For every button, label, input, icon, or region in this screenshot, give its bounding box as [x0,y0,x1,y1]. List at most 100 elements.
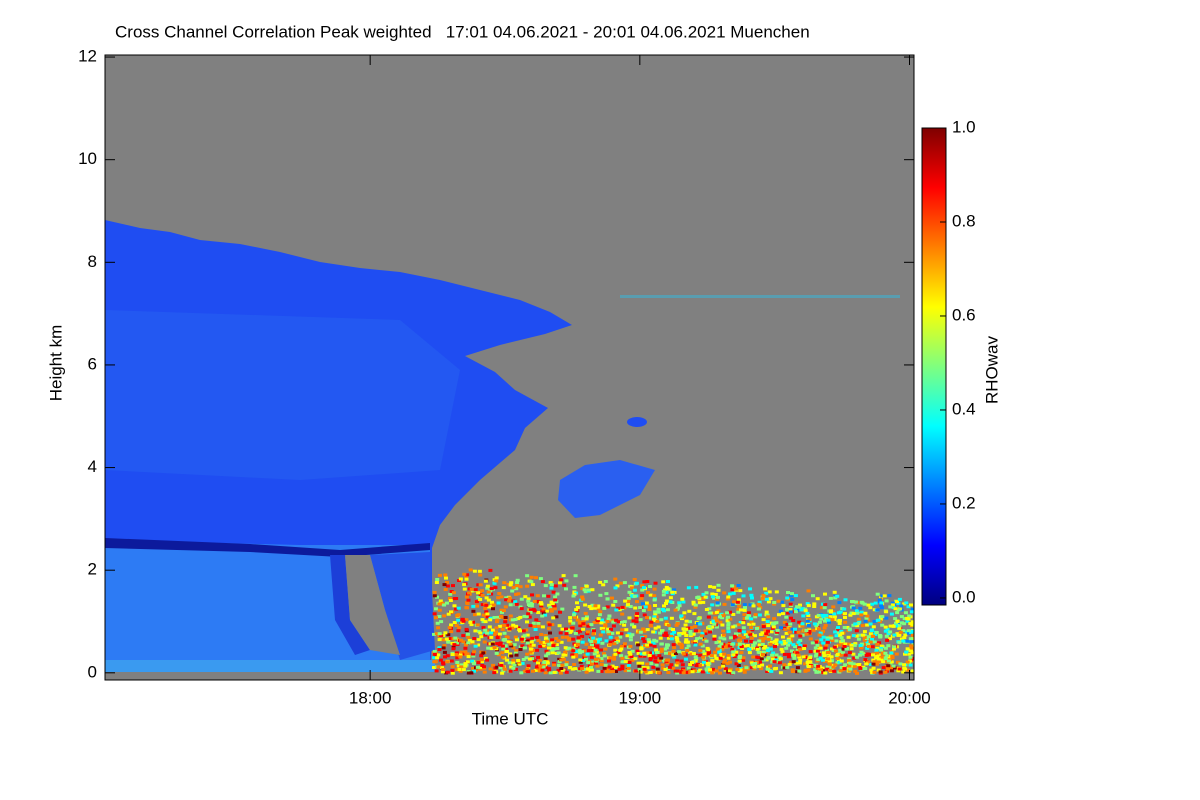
noise [485,631,490,635]
noise [838,634,843,638]
noise [660,663,665,667]
noise [681,652,686,656]
noise [534,635,539,639]
noise [851,606,856,610]
noise [871,662,876,666]
noise [628,635,633,639]
noise [514,592,519,596]
noise [478,665,483,669]
noise [639,652,644,656]
noise [511,646,516,650]
noise [895,660,900,664]
noise [467,638,472,642]
noise [856,617,861,621]
noise [600,618,604,622]
noise [875,592,880,596]
noise [909,649,914,652]
noise [771,651,776,655]
noise [495,618,500,622]
noise [780,650,785,654]
noise [891,664,896,668]
noise [681,669,686,673]
noise [476,583,481,587]
noise [741,658,746,662]
noise [434,581,439,584]
noise [562,583,567,587]
noise [704,591,709,595]
noise [558,631,563,635]
noise [696,622,700,626]
noise [641,609,646,612]
noise [630,633,635,637]
noise [432,590,437,594]
noise [751,655,756,659]
noise [675,638,680,642]
noise [806,623,811,627]
noise [584,584,589,588]
noise [723,658,728,662]
noise [540,609,545,613]
noise [488,618,493,622]
noise [793,645,798,648]
noise [611,670,615,673]
noise [472,662,476,665]
noise [623,669,628,673]
noise [775,630,780,634]
noise [669,616,674,620]
noise [819,638,824,642]
noise [561,574,566,578]
noise [435,595,439,599]
noise [610,664,615,668]
cloud-blob [627,417,647,427]
noise [454,624,459,627]
noise [731,671,736,675]
noise [806,662,811,666]
noise [589,655,594,659]
noise [553,584,558,588]
noise [551,590,556,594]
noise [602,654,607,658]
noise [652,644,657,648]
noise [570,626,575,630]
noise [700,621,705,625]
noise [551,616,556,620]
noise [883,657,888,660]
noise [538,577,543,581]
noise [892,645,897,649]
noise [756,602,761,606]
noise [525,620,529,624]
noise [607,632,611,636]
noise [661,666,666,670]
noise [642,629,647,633]
y-tick-label: 4 [88,457,97,476]
ground-layer [105,660,435,672]
noise [547,669,552,673]
noise [611,620,616,624]
noise [843,642,848,646]
noise [609,627,613,631]
noise [839,659,844,663]
noise [576,639,581,643]
noise [595,638,600,642]
noise [873,601,878,605]
noise [526,599,531,603]
noise [767,590,772,594]
noise [635,612,640,616]
noise [476,612,481,616]
noise [671,649,676,653]
noise [851,662,856,666]
noise [476,643,481,647]
noise [788,610,793,614]
noise [560,668,565,672]
noise [803,607,808,611]
noise [485,584,490,588]
noise [707,607,712,611]
noise [714,610,719,614]
noise [580,667,585,671]
noise [488,642,493,646]
noise [798,644,803,647]
noise [510,618,515,622]
noise [510,626,515,630]
noise [627,632,632,636]
noise [875,642,880,646]
